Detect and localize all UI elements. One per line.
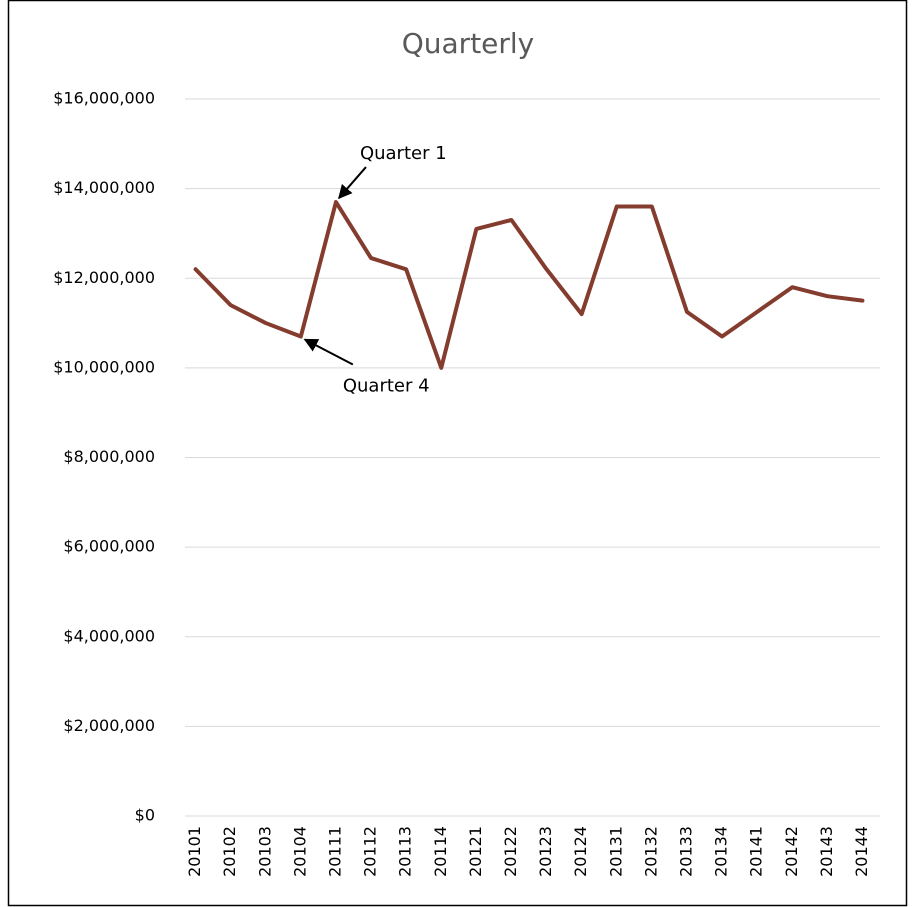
x-tick-label: 20134: [712, 826, 731, 877]
y-tick-label: $0: [135, 806, 155, 825]
y-tick-label: $6,000,000: [63, 537, 155, 556]
y-tick-label: $10,000,000: [53, 357, 155, 376]
x-tick-label: 20112: [361, 826, 380, 877]
x-tick-label: 20142: [782, 826, 801, 877]
data-line: [193, 200, 865, 370]
x-tick-label: 20132: [641, 826, 660, 877]
annotation: Quarter 1: [360, 143, 447, 164]
x-tick-label: 20124: [571, 826, 590, 877]
x-tick-label: 20141: [747, 826, 766, 877]
y-tick-label: $16,000,000: [53, 89, 155, 108]
x-tick-label: 20104: [290, 826, 309, 877]
y-tick-label: $14,000,000: [53, 178, 155, 197]
x-tick-label: 20121: [466, 826, 485, 877]
x-tick-label: 20101: [185, 826, 204, 877]
annotation: Quarter 4: [343, 376, 430, 397]
x-tick-label: 20143: [817, 826, 836, 877]
chart-frame: [7, 0, 908, 907]
x-tick-label: 20102: [220, 826, 239, 877]
x-tick-label: 20144: [852, 826, 871, 877]
x-tick-label: 20122: [501, 826, 520, 877]
x-tick-label: 20123: [536, 826, 555, 877]
chart-title: Quarterly: [402, 27, 535, 60]
x-tick-label: 20131: [606, 826, 625, 877]
annotation-arrow: [338, 166, 367, 200]
y-tick-label: $12,000,000: [53, 268, 155, 287]
x-tick-label: 20133: [676, 826, 695, 877]
y-tick-label: $8,000,000: [63, 447, 155, 466]
x-tick-label: 20114: [431, 826, 450, 877]
x-tick-label: 20113: [396, 826, 415, 877]
x-tick-label: 20111: [325, 826, 344, 877]
annotation-arrow: [303, 338, 354, 366]
x-tick-label: 20103: [255, 826, 274, 877]
y-tick-label: $4,000,000: [63, 626, 155, 645]
y-tick-label: $2,000,000: [63, 716, 155, 735]
